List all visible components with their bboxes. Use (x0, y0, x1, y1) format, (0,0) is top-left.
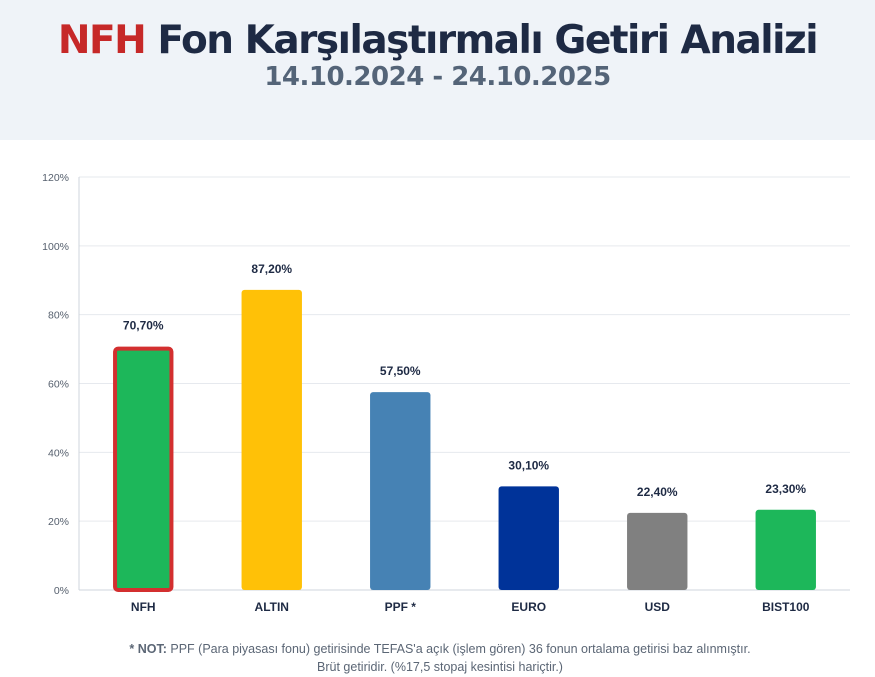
data-label: 87,20% (251, 262, 292, 276)
y-tick-label: 100% (42, 241, 69, 253)
bar (498, 486, 559, 590)
header-banner: NFH Fon Karşılaştırmalı Getiri Analizi 1… (0, 0, 875, 140)
bar (627, 512, 688, 590)
y-tick-label: 80% (48, 310, 69, 322)
y-tick-label: 120% (42, 172, 69, 184)
data-label: 57,50% (380, 364, 421, 378)
x-tick-label: EURO (511, 600, 546, 614)
data-label: 70,70% (123, 319, 164, 333)
x-tick-label: PPF * (385, 600, 417, 614)
footnote: * NOT: PPF (Para piyasası fonu) getirisi… (120, 640, 760, 676)
bar (370, 392, 431, 590)
page-title: NFH Fon Karşılaştırmalı Getiri Analizi (0, 18, 875, 63)
y-tick-label: 20% (48, 516, 69, 528)
footnote-text: PPF (Para piyasası fonu) getirisinde TEF… (166, 642, 751, 674)
x-tick-label: BIST100 (762, 600, 810, 614)
footnote-lead: * NOT: (129, 642, 167, 656)
x-tick-label: USD (645, 600, 671, 614)
x-tick-label: ALTIN (255, 600, 289, 614)
bar (113, 346, 174, 592)
bar-chart: 0% 20% 40% 60% 80% 100% 120% 70,70% NFH 87,20% ALT… (42, 172, 850, 614)
title-text: Fon Karşılaştırmalı Getiri Analizi (145, 18, 818, 63)
data-label: 22,40% (637, 485, 678, 499)
data-label: 23,30% (765, 482, 806, 496)
bar (241, 289, 302, 590)
x-tick-label: NFH (131, 600, 156, 614)
date-range: 14.10.2024 - 24.10.2025 (264, 62, 611, 92)
y-tick-label: 0% (54, 585, 69, 597)
y-tick-label: 40% (48, 447, 69, 459)
y-tick-label: 60% (48, 379, 69, 391)
bar (755, 509, 816, 590)
data-label: 30,10% (508, 458, 549, 472)
brand-name: NFH (57, 18, 147, 63)
